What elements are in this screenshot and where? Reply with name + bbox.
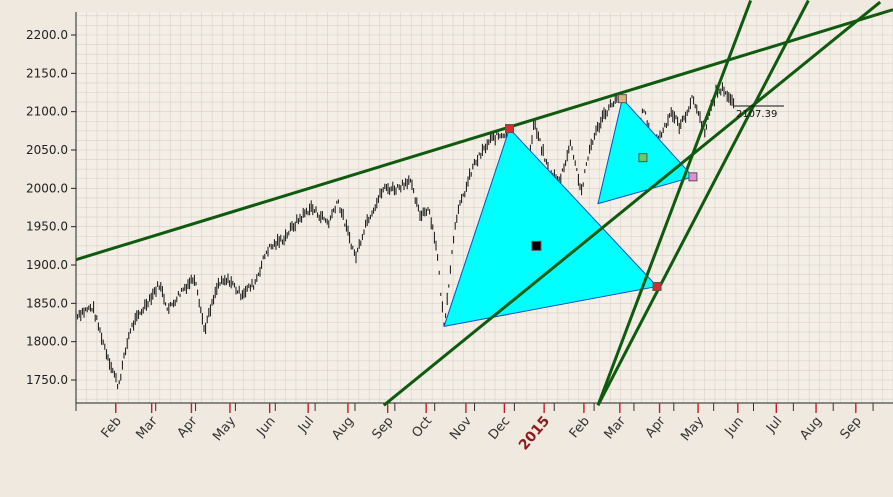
x-tick-label: Feb [567, 414, 593, 441]
x-tick-label: Mar [602, 413, 630, 442]
x-tick-label: Oct [409, 414, 435, 441]
y-tick-label: 2000.0 [26, 181, 68, 195]
last-value: 2107.39 [733, 105, 784, 120]
y-tick-label: 1900.0 [26, 258, 68, 272]
x-tick-label: Jul [295, 414, 317, 436]
pivot-markers [505, 94, 698, 291]
x-tick-label: Dec [486, 414, 514, 443]
trendline[interactable] [596, 0, 810, 406]
pivot-marker[interactable] [688, 172, 698, 182]
last-value-label: 2107.39 [736, 109, 777, 120]
y-tick-label: 1950.0 [26, 220, 68, 234]
x-tick-label: 2015 [516, 413, 553, 453]
y-tick-label: 2200.0 [26, 28, 68, 42]
x-tick-label: Nov [447, 414, 475, 443]
gridlines [75, 12, 893, 403]
pattern-triangle [597, 97, 694, 205]
y-tick-label: 2100.0 [26, 105, 68, 119]
x-tick-label: Sep [838, 414, 865, 442]
trendline[interactable] [75, 8, 893, 262]
pivot-marker[interactable] [531, 240, 542, 251]
x-tick-label: Apr [643, 413, 669, 440]
x-tick-label: Sep [369, 414, 396, 442]
x-tick-label: May [678, 414, 707, 444]
x-tick-label: May [210, 414, 239, 444]
y-tick-label: 1800.0 [26, 335, 68, 349]
pattern-triangle [443, 127, 658, 327]
y-tick-label: 1750.0 [26, 373, 68, 387]
y-tick-label: 2050.0 [26, 143, 68, 157]
trendline[interactable] [382, 0, 882, 407]
pivot-marker[interactable] [638, 153, 648, 163]
trendlines [75, 0, 893, 407]
harmonic-triangles [443, 97, 694, 327]
pivot-marker[interactable] [617, 94, 627, 104]
x-tick-label: Mar [133, 413, 161, 442]
x-tick-label: Jul [763, 414, 785, 436]
x-tick-label: Feb [99, 414, 125, 441]
x-axis: Feb Mar Apr May Jun Jul Aug Sep Oct Nov Dec 2015 Feb… [75, 402, 893, 453]
x-tick-label: Jun [722, 414, 747, 440]
x-tick-label: Aug [797, 414, 825, 443]
y-axis: 2200.0 2150.0 2100.0 2050.0 2000.0 1950.0 1900… [26, 12, 77, 403]
x-tick-label: Jun [254, 414, 279, 440]
y-tick-label: 1850.0 [26, 296, 68, 310]
pivot-marker[interactable] [505, 124, 515, 134]
y-tick-label: 2150.0 [26, 66, 68, 80]
x-tick-label: Apr [175, 413, 201, 440]
trendline[interactable] [596, 0, 753, 406]
x-tick-label: Aug [329, 414, 357, 443]
pivot-marker[interactable] [652, 281, 662, 291]
